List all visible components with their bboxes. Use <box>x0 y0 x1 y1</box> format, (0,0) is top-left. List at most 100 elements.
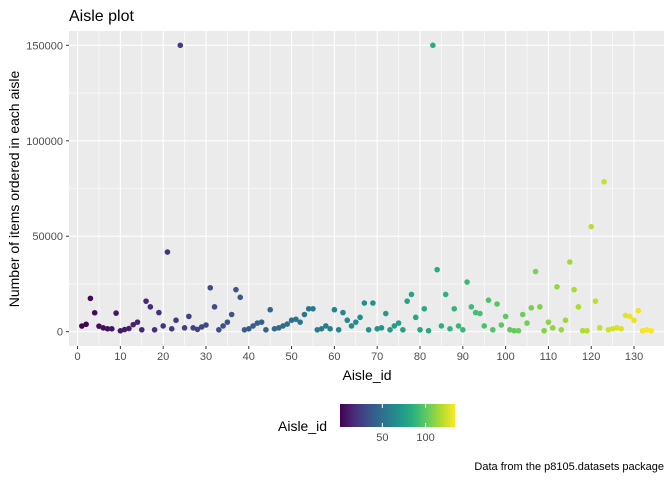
data-point <box>567 259 573 265</box>
data-point <box>130 321 137 328</box>
data-point <box>100 325 107 331</box>
data-point <box>96 323 102 329</box>
data-point <box>331 306 338 313</box>
data-point <box>395 320 402 326</box>
y-tick-label: 100000 <box>26 136 63 148</box>
y-axis-title: Number of items ordered in each aisle <box>6 71 22 308</box>
data-point <box>609 326 616 332</box>
data-point <box>507 326 513 333</box>
data-point <box>357 314 363 321</box>
data-point <box>224 319 231 325</box>
data-point <box>271 326 278 332</box>
data-point <box>134 319 141 325</box>
data-point <box>455 323 462 329</box>
data-point <box>601 179 607 185</box>
data-point <box>532 268 539 275</box>
data-point <box>314 326 321 333</box>
data-point <box>258 319 265 325</box>
data-point <box>305 305 312 312</box>
data-point <box>575 304 582 310</box>
legend-title: Aisle_id <box>278 418 327 434</box>
chart-caption: Data from the p8105.datasets package <box>474 461 664 473</box>
data-point <box>434 266 440 273</box>
data-point <box>138 326 145 333</box>
data-point <box>216 326 222 333</box>
data-point <box>571 286 577 293</box>
data-point <box>644 326 650 333</box>
data-point <box>515 327 522 334</box>
chart-title: Aisle plot <box>69 8 134 25</box>
data-point <box>485 297 492 303</box>
data-point <box>79 323 85 329</box>
data-point <box>91 309 98 316</box>
x-tick-label: 50 <box>285 351 297 363</box>
data-point <box>596 325 603 331</box>
data-point <box>421 305 428 312</box>
data-point <box>524 320 530 326</box>
x-tick-label: 110 <box>540 351 558 363</box>
data-point <box>190 325 196 331</box>
data-point <box>344 317 351 324</box>
data-point <box>588 223 595 230</box>
data-point <box>297 319 303 325</box>
x-tick-label: 60 <box>328 351 340 363</box>
data-point <box>549 325 556 331</box>
data-point <box>519 311 526 318</box>
data-point <box>293 316 299 323</box>
data-point <box>335 326 342 333</box>
x-tick-label: 70 <box>371 351 383 363</box>
data-point <box>109 326 115 332</box>
data-point <box>173 317 179 324</box>
data-point <box>472 309 479 316</box>
data-point <box>648 327 654 334</box>
data-point <box>117 328 124 334</box>
data-point <box>494 301 500 307</box>
data-point <box>387 326 393 333</box>
x-tick-label: 90 <box>457 351 469 363</box>
data-point <box>382 310 389 317</box>
data-point <box>412 314 419 321</box>
data-point <box>198 324 205 330</box>
data-point <box>635 307 642 314</box>
data-point <box>143 298 149 304</box>
data-point <box>181 325 188 331</box>
data-point <box>464 279 470 285</box>
data-point <box>237 294 244 301</box>
color-legend: Aisle_id 50 100 <box>278 404 455 444</box>
x-tick-label: 80 <box>414 351 426 363</box>
data-point <box>614 325 620 331</box>
data-point <box>618 326 624 332</box>
x-tick-label: 120 <box>582 351 600 363</box>
data-point <box>438 323 445 329</box>
data-point <box>220 323 226 329</box>
data-point <box>104 325 111 332</box>
data-point <box>186 313 192 320</box>
data-point <box>194 326 201 333</box>
x-tick-label: 10 <box>114 351 126 363</box>
x-tick-label: 20 <box>157 351 169 363</box>
data-point <box>211 304 218 310</box>
x-tick-label: 30 <box>200 351 212 363</box>
data-point <box>113 310 119 316</box>
data-point <box>241 326 248 333</box>
data-point <box>442 291 449 298</box>
x-tick-label: 100 <box>496 351 514 363</box>
data-point <box>151 326 158 333</box>
legend-tick-label: 100 <box>416 432 434 444</box>
data-point <box>374 326 381 332</box>
data-point <box>126 325 132 332</box>
data-point <box>310 305 316 312</box>
data-point <box>425 327 432 334</box>
y-axis-ticks: 0 50000 100000 150000 <box>26 40 69 339</box>
data-point <box>511 327 517 334</box>
data-point <box>160 323 166 329</box>
data-point <box>83 321 89 328</box>
data-point <box>408 291 415 298</box>
legend-tick-label: 50 <box>376 432 388 444</box>
data-point <box>584 327 590 334</box>
data-point <box>233 286 239 293</box>
y-tick-label: 50000 <box>32 231 63 243</box>
data-point <box>622 312 629 319</box>
data-point <box>502 313 509 320</box>
